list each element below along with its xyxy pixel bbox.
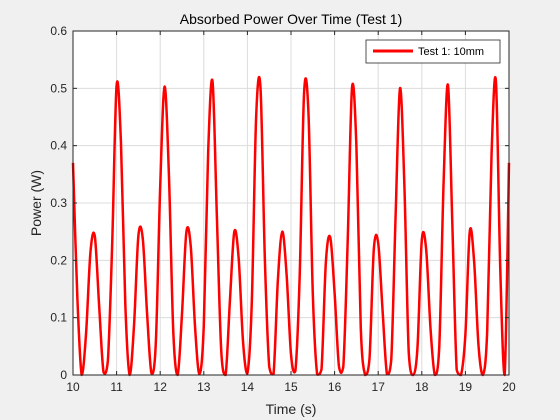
x-tick-label: 18 <box>415 380 429 394</box>
series-layer <box>71 75 511 377</box>
chart-title: Absorbed Power Over Time (Test 1) <box>180 11 403 27</box>
y-tick-label: 0.1 <box>50 311 67 325</box>
x-tick-label: 17 <box>372 380 386 394</box>
axis-ticks <box>72 30 510 376</box>
grid-lines <box>73 31 509 375</box>
x-tick-label: 15 <box>284 380 298 394</box>
y-tick-label: 0.4 <box>50 139 67 153</box>
y-tick-label: 0.5 <box>50 81 67 95</box>
x-tick-label: 11 <box>110 380 123 394</box>
series-line-1 <box>71 75 511 377</box>
y-tick-label: 0.3 <box>50 196 67 210</box>
y-tick-label: 0 <box>60 368 67 382</box>
y-tick-label: 0.2 <box>50 253 67 267</box>
legend: Test 1: 10mm <box>365 39 501 64</box>
x-tick-label: 12 <box>154 380 168 394</box>
x-tick-label: 13 <box>197 380 211 394</box>
x-tick-label: 10 <box>66 380 80 394</box>
y-tick-label: 0.6 <box>50 24 67 38</box>
x-tick-label: 20 <box>502 380 516 394</box>
tick-labels: 10 11 12 13 14 15 16 17 18 19 20 0 0.1 0.2 0.3 0.4 0.5 0.… <box>50 24 516 394</box>
legend-label: Test 1: 10mm <box>418 46 484 58</box>
x-tick-label: 19 <box>459 380 473 394</box>
y-axis-label: Power (W) <box>28 170 44 236</box>
x-tick-label: 16 <box>328 380 342 394</box>
x-axis-label: Time (s) <box>266 401 317 417</box>
x-tick-label: 14 <box>241 380 255 394</box>
legend-box <box>365 39 501 64</box>
